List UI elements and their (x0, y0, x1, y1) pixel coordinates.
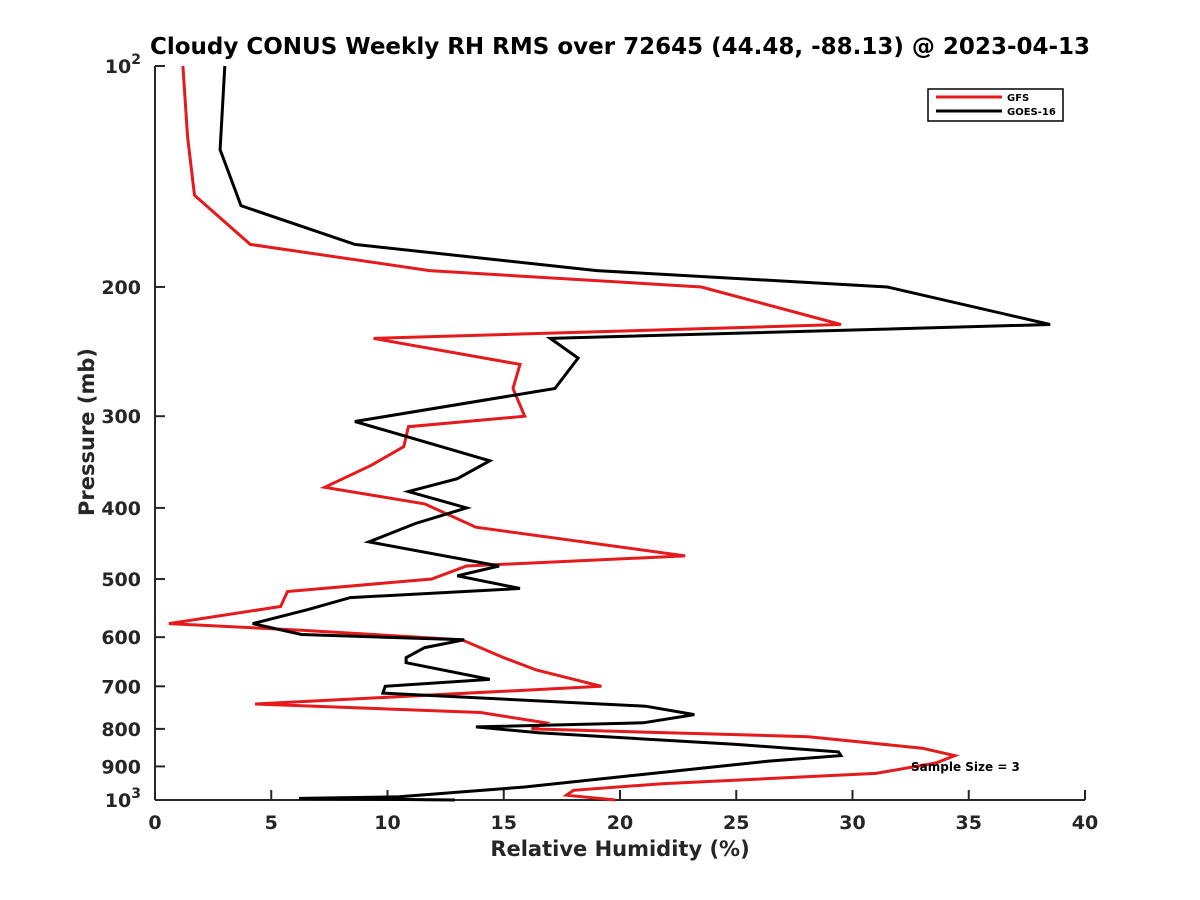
y-tick-label-exponent: 2 (131, 52, 141, 68)
series-layer (168, 65, 1051, 802)
x-tick-label: 5 (265, 812, 278, 834)
y-axis-label: Pressure (mb) (75, 348, 99, 516)
y-tick-label: 700 (101, 676, 141, 698)
x-axis-label: Relative Humidity (%) (490, 837, 749, 861)
y-tick-label: 102 (105, 52, 141, 78)
y-tick-label: 200 (101, 277, 141, 299)
legend-label-goes-16: GOES-16 (1007, 107, 1056, 118)
legend-box (927, 88, 1064, 122)
y-tick-label-exponent: 3 (131, 786, 141, 802)
x-tick-label: 15 (491, 812, 517, 834)
sample-size-annotation: Sample Size = 3 (911, 760, 1020, 774)
x-tick-label: 35 (956, 812, 982, 834)
x-axis: 0 5 10 15 20 25 30 35 40 (148, 790, 1098, 834)
x-tick-label: 40 (1072, 812, 1098, 834)
y-tick-label: 400 (101, 498, 141, 520)
y-tick-label: 800 (101, 719, 141, 741)
series-line-goes-16 (218, 65, 1051, 802)
y-tick-label: 103 (105, 786, 141, 812)
y-tick-label-base: 10 (105, 56, 131, 78)
chart-title: Cloudy CONUS Weekly RH RMS over 72645 (4… (150, 34, 1090, 60)
y-tick-label: 300 (101, 406, 141, 428)
x-tick-label: 0 (148, 812, 161, 834)
y-tick-label-base: 10 (105, 790, 131, 812)
series-line-gfs (168, 65, 960, 802)
y-tick-label: 500 (101, 569, 141, 591)
x-tick-label: 20 (607, 812, 633, 834)
y-tick-label: 600 (101, 627, 141, 649)
legend: GFS GOES-16 (927, 88, 1064, 122)
x-tick-label: 10 (374, 812, 400, 834)
x-tick-label: 30 (839, 812, 865, 834)
legend-label-gfs: GFS (1007, 93, 1029, 104)
x-tick-label: 25 (723, 812, 749, 834)
y-tick-label: 900 (101, 756, 141, 778)
